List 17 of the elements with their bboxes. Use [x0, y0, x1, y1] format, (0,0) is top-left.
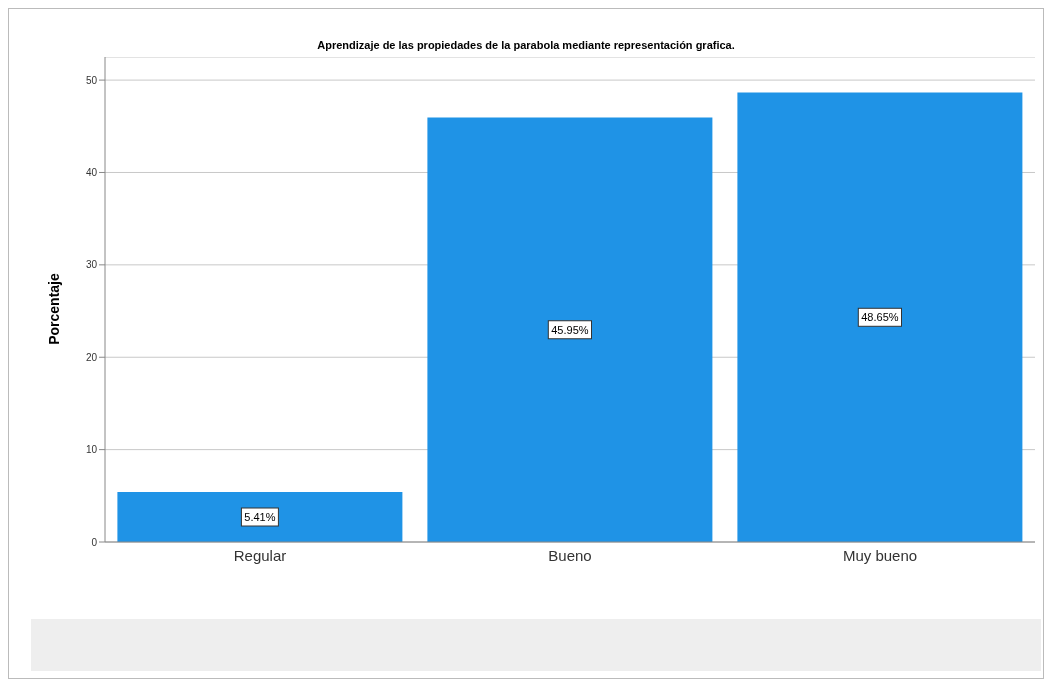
data-label: 48.65% — [861, 311, 899, 324]
y-tick-label: 10 — [85, 444, 98, 456]
x-tick-label: Muy bueno — [842, 546, 918, 564]
bar — [117, 492, 403, 542]
y-axis-title: Porcentaje — [46, 273, 62, 345]
bar — [737, 92, 1023, 542]
y-tick-label: 0 — [91, 536, 98, 548]
x-tick-label: Regular — [233, 546, 287, 564]
y-tick-label: 30 — [85, 259, 98, 271]
y-tick-label: 40 — [85, 167, 98, 179]
bar — [427, 117, 713, 542]
data-label: 5.41% — [244, 511, 276, 524]
data-label: 45.95% — [551, 323, 589, 336]
y-tick-label: 20 — [85, 351, 98, 363]
chart-title: Aprendizaje de las propiedades de la parabola mediante representación grafica. — [316, 39, 736, 51]
y-tick-label: 50 — [85, 74, 98, 86]
x-tick-label: Bueno — [548, 546, 592, 564]
